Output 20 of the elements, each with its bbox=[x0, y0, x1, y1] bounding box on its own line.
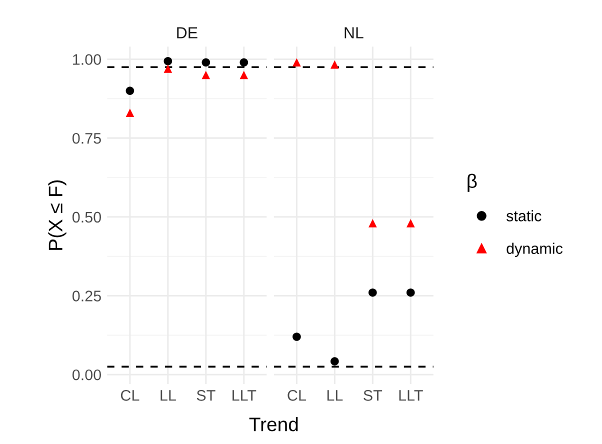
x-tick-label: LL bbox=[327, 390, 343, 401]
chart-title: DE bbox=[177, 27, 198, 38]
y-tick-label: 0.75 bbox=[72, 132, 101, 144]
y-tick-label: 0.00 bbox=[72, 369, 102, 380]
y-tick-label: 0.25 bbox=[72, 290, 101, 302]
chart-title: NL bbox=[344, 27, 364, 38]
legend-label: static bbox=[506, 210, 542, 222]
x-axis-title: Trend bbox=[249, 416, 298, 432]
y-tick-label: 1.00 bbox=[73, 54, 102, 65]
x-tick-label: LLT bbox=[232, 390, 256, 401]
legend-label: dynamic bbox=[506, 242, 563, 257]
x-tick-label: LLT bbox=[399, 390, 423, 401]
legend-title: β bbox=[468, 174, 477, 192]
x-tick-label: LL bbox=[160, 390, 176, 401]
x-tick-label: ST bbox=[196, 390, 216, 401]
y-tick-label: 0.50 bbox=[72, 212, 102, 223]
x-tick-label: CL bbox=[120, 390, 140, 401]
y-axis-title: P(X ≤ F) bbox=[48, 180, 66, 250]
x-tick-label: ST bbox=[364, 390, 382, 401]
x-tick-label: CL bbox=[288, 390, 306, 401]
